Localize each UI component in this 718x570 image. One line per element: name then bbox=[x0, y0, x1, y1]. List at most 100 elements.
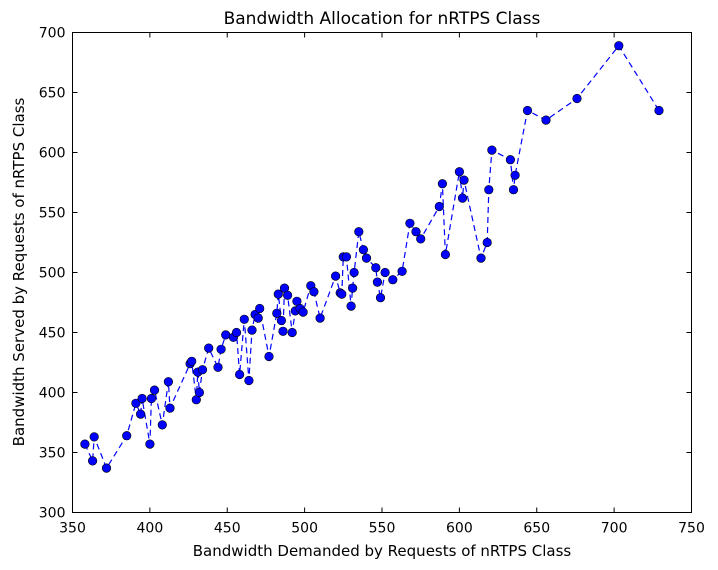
data-point bbox=[454, 167, 465, 177]
data-point bbox=[255, 303, 265, 314]
data-point bbox=[510, 170, 520, 180]
plot-area bbox=[80, 41, 664, 473]
x-axis-label: Bandwidth Demanded by Requests of nRTPS … bbox=[193, 542, 572, 560]
data-point bbox=[283, 290, 293, 300]
data-point bbox=[278, 326, 288, 336]
x-tick-label: 500 bbox=[291, 521, 318, 537]
data-point bbox=[131, 398, 141, 408]
data-point bbox=[298, 307, 308, 317]
y-tick-label: 400 bbox=[39, 386, 66, 402]
data-point bbox=[372, 277, 383, 287]
data-point bbox=[309, 287, 319, 297]
data-point bbox=[440, 249, 451, 260]
data-point bbox=[197, 365, 208, 375]
data-point bbox=[388, 275, 398, 285]
data-point bbox=[244, 375, 254, 386]
data-point bbox=[146, 393, 156, 404]
data-point bbox=[145, 439, 155, 449]
data-point bbox=[287, 327, 297, 338]
data-point bbox=[187, 356, 197, 366]
x-tick-label: 400 bbox=[137, 521, 164, 537]
data-point bbox=[157, 420, 167, 430]
data-point bbox=[508, 185, 519, 195]
y-axis-label: Bandwidth Served by Requests of nRTPS Cl… bbox=[10, 97, 28, 446]
data-point bbox=[80, 439, 90, 449]
data-point bbox=[348, 283, 358, 293]
data-point bbox=[149, 385, 160, 395]
x-tick-label: 550 bbox=[369, 521, 396, 537]
data-point bbox=[654, 105, 664, 116]
data-point bbox=[361, 253, 372, 263]
data-point bbox=[354, 227, 364, 237]
data-point bbox=[487, 145, 497, 155]
y-tick-label: 550 bbox=[39, 206, 66, 222]
data-point bbox=[221, 330, 231, 340]
data-point bbox=[397, 266, 407, 276]
x-tick-label: 600 bbox=[446, 521, 473, 537]
data-point bbox=[204, 343, 214, 353]
data-point bbox=[541, 115, 551, 125]
data-point bbox=[87, 456, 98, 466]
x-tick-label: 650 bbox=[523, 521, 550, 537]
data-point bbox=[416, 234, 426, 244]
y-axis: 300 350 400 450 500 550 600 650 700 bbox=[39, 26, 692, 522]
data-point bbox=[122, 431, 132, 441]
data-point bbox=[89, 432, 99, 442]
data-point bbox=[337, 289, 347, 299]
data-point bbox=[315, 313, 325, 323]
data-point bbox=[614, 41, 624, 51]
data-point bbox=[349, 267, 359, 278]
data-point bbox=[213, 362, 223, 372]
data-point bbox=[459, 175, 469, 185]
data-point bbox=[273, 289, 283, 299]
x-tick-label: 350 bbox=[59, 521, 86, 537]
data-point bbox=[434, 201, 444, 212]
data-points bbox=[80, 41, 664, 473]
data-point bbox=[165, 403, 175, 413]
data-point bbox=[358, 245, 369, 255]
data-point bbox=[272, 308, 282, 318]
x-axis: 350 400 450 500 550 600 650 700 750 bbox=[59, 32, 705, 537]
data-point bbox=[411, 227, 421, 237]
data-point bbox=[476, 253, 486, 263]
data-point bbox=[371, 263, 381, 273]
data-point bbox=[331, 271, 341, 281]
x-tick-label: 700 bbox=[601, 521, 628, 537]
data-point bbox=[375, 293, 386, 303]
data-point bbox=[405, 218, 415, 228]
y-tick-label: 450 bbox=[39, 326, 66, 342]
data-point bbox=[163, 377, 173, 387]
data-point bbox=[137, 393, 147, 404]
y-tick-label: 350 bbox=[39, 446, 66, 462]
data-point bbox=[276, 315, 287, 326]
data-point bbox=[341, 252, 352, 262]
data-point bbox=[216, 344, 226, 354]
data-point bbox=[253, 313, 263, 323]
data-point bbox=[572, 93, 582, 104]
data-point bbox=[346, 301, 356, 311]
y-tick-label: 650 bbox=[39, 86, 66, 102]
x-tick-label: 450 bbox=[214, 521, 241, 537]
y-tick-label: 700 bbox=[39, 26, 66, 42]
data-point bbox=[136, 409, 146, 419]
data-point bbox=[457, 193, 468, 203]
y-tick-label: 600 bbox=[39, 146, 66, 162]
data-point bbox=[482, 237, 492, 248]
data-point bbox=[247, 325, 257, 335]
data-point bbox=[101, 463, 112, 473]
data-point bbox=[505, 155, 516, 165]
data-point bbox=[231, 327, 242, 338]
data-point bbox=[239, 314, 249, 324]
x-tick-label: 750 bbox=[678, 521, 705, 537]
y-tick-label: 300 bbox=[39, 506, 66, 522]
y-tick-label: 500 bbox=[39, 266, 66, 282]
data-point bbox=[484, 185, 494, 195]
chart-title: Bandwidth Allocation for nRTPS Class bbox=[224, 9, 541, 29]
data-point bbox=[194, 387, 204, 398]
data-point bbox=[264, 351, 274, 362]
data-point bbox=[437, 179, 448, 189]
data-point bbox=[522, 105, 533, 116]
data-point bbox=[380, 267, 390, 278]
data-point bbox=[235, 369, 245, 380]
